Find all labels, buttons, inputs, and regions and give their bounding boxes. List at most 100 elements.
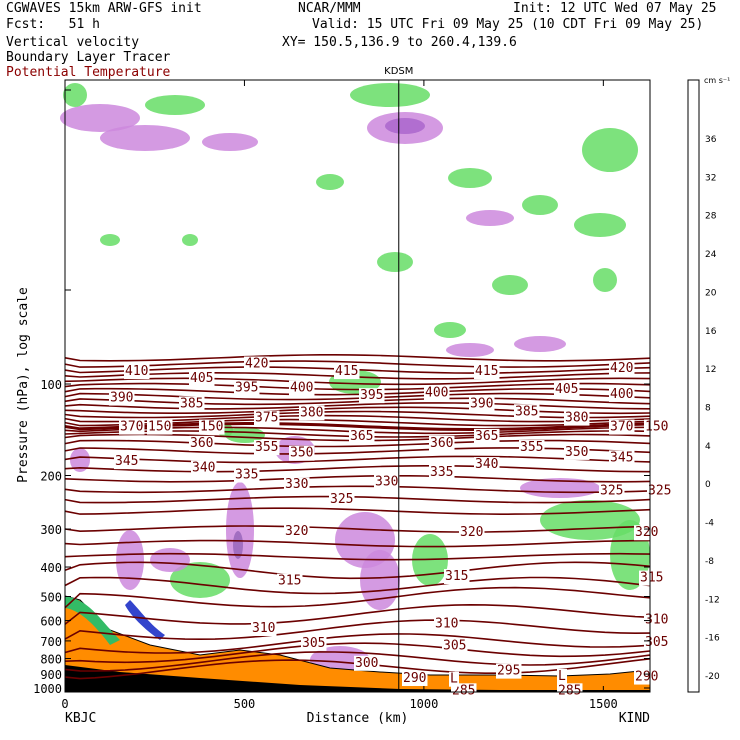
y-tick-label-1: 200 xyxy=(40,470,62,484)
theta-line-9 xyxy=(64,402,651,410)
theta-label-48: 315 xyxy=(640,571,663,586)
theta-line-21 xyxy=(64,465,651,473)
colorbar-label-14: -20 xyxy=(705,672,720,682)
theta-label-36: 335 xyxy=(235,468,258,483)
theta-label-59: 285 xyxy=(452,683,475,698)
y-tick-label-8: 900 xyxy=(40,668,62,682)
colorbar-label-9: 0 xyxy=(705,480,711,490)
theta-label-5: 405 xyxy=(190,371,213,386)
org-label: NCAR/MMM xyxy=(298,1,361,16)
init-time: Init: 12 UTC Wed 07 May 25 xyxy=(513,1,717,16)
theta-line-28 xyxy=(64,552,651,561)
theta-label-24: 365 xyxy=(350,429,373,444)
w-blob-20 xyxy=(446,343,494,357)
theta-line-5 xyxy=(64,382,651,391)
field-potential-temperature: Potential Temperature xyxy=(6,65,171,80)
w-blob-31 xyxy=(150,548,190,572)
theta-label-bg-40 xyxy=(329,491,355,507)
theta-label-bg-35 xyxy=(474,457,500,473)
theta-label-bg-41 xyxy=(599,483,625,499)
axes: KDSM 0 500 1000 1500 Distance (km) KBJC KIND 100… xyxy=(16,66,650,726)
w-blob-9 xyxy=(316,174,344,190)
theta-label-bg-59 xyxy=(451,683,477,699)
w-blob-4 xyxy=(385,118,425,134)
theta-line-0 xyxy=(64,354,651,362)
theta-label-bg-38 xyxy=(284,477,310,493)
theta-label-16: 385 xyxy=(515,404,538,419)
theta-line-31 xyxy=(64,586,651,609)
w-blob-1 xyxy=(145,95,205,115)
w-blob-7 xyxy=(582,128,638,172)
theta-label-49: 310 xyxy=(252,621,275,636)
theta-label-bg-17 xyxy=(254,410,280,426)
theta-label-34: 340 xyxy=(192,461,215,476)
theta-label-56: 295 xyxy=(497,664,520,679)
theta-label-31: 350 xyxy=(565,445,588,460)
x-tick-label-0: 0 xyxy=(61,697,68,711)
theta-label-bg-31 xyxy=(564,444,590,460)
theta-label-55: 300 xyxy=(355,656,378,671)
x-tick-label-2: 1000 xyxy=(409,697,438,711)
theta-line-24 xyxy=(64,495,651,504)
theta-label-bg-1 xyxy=(244,356,270,372)
theta-label-bg-10 xyxy=(554,381,580,397)
w-blob-13 xyxy=(100,234,120,246)
theta-label-bg-14 xyxy=(299,405,325,421)
w-blob-30 xyxy=(170,562,230,598)
theta-label-bg-2 xyxy=(334,364,360,380)
w-blob-8 xyxy=(448,168,492,188)
theta-line-33 xyxy=(64,619,651,641)
theta-label-bg-57 xyxy=(402,670,428,686)
w-blob-10 xyxy=(466,210,514,226)
theta-label-bg-62 xyxy=(557,668,567,684)
theta-label-bg-22 xyxy=(609,419,635,435)
y-tick-label-9: 1000 xyxy=(33,682,62,696)
theta-line-29 xyxy=(64,561,651,580)
colorbar-frame xyxy=(687,79,700,693)
theta-label-bg-47 xyxy=(444,569,470,585)
theta-label-37: 335 xyxy=(430,465,453,480)
theta-label-53: 305 xyxy=(443,639,466,654)
theta-label-28: 355 xyxy=(255,440,278,455)
theta-label-57: 290 xyxy=(403,671,426,686)
colorbar-label-10: -4 xyxy=(705,519,714,529)
theta-label-29: 355 xyxy=(520,440,543,455)
theta-label-bg-58 xyxy=(634,669,660,685)
theta-label-3: 415 xyxy=(475,364,498,379)
theta-label-bg-45 xyxy=(634,525,660,541)
w-blob-12 xyxy=(574,213,626,237)
x-tick-label-3: 1500 xyxy=(589,697,618,711)
theta-label-10: 405 xyxy=(555,382,578,397)
theta-label-40: 325 xyxy=(330,492,353,507)
theta-label-15: 390 xyxy=(470,396,493,411)
theta-label-bg-61 xyxy=(449,671,459,687)
theta-label-bg-42 xyxy=(647,483,673,499)
xy-range: XY= 150.5,136.9 to 260.4,139.6 xyxy=(282,35,517,50)
theta-label-11: 400 xyxy=(610,387,633,402)
theta-label-17: 375 xyxy=(255,411,278,426)
theta-label-bg-9 xyxy=(424,385,450,401)
w-blob-17 xyxy=(593,268,617,292)
theta-line-26 xyxy=(64,525,651,533)
theta-line-35 xyxy=(64,642,651,664)
model-title: CGWAVES 15km ARW-GFS init xyxy=(6,1,202,16)
w-blob-25 xyxy=(233,531,243,559)
w-blob-14 xyxy=(182,234,198,246)
theta-label-bg-7 xyxy=(289,380,315,396)
colorbar-label-4: 20 xyxy=(705,288,717,298)
theta-label-43: 320 xyxy=(285,524,308,539)
w-blob-0 xyxy=(60,104,140,132)
theta-line-4 xyxy=(64,377,651,386)
theta-label-61: L xyxy=(450,672,458,687)
theta-line-25 xyxy=(64,507,651,516)
theta-label-bg-39 xyxy=(374,474,400,490)
colorbar-label-2: 28 xyxy=(705,212,717,222)
theta-label-bg-5 xyxy=(189,371,215,387)
w-blob-11 xyxy=(522,195,558,215)
w-blob-5 xyxy=(100,125,190,151)
theta-label-9: 400 xyxy=(425,386,448,401)
x-tick-label-1: 500 xyxy=(234,697,256,711)
theta-label-18: 380 xyxy=(565,411,588,426)
theta-label-12: 390 xyxy=(110,391,133,406)
